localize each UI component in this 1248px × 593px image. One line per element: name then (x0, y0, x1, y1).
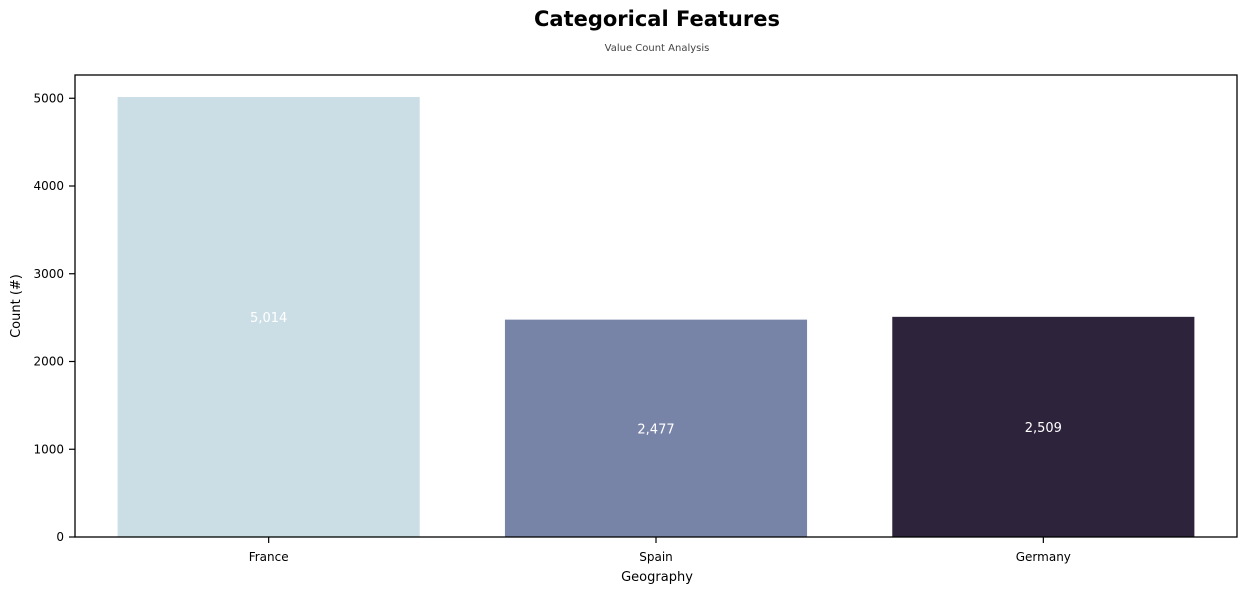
bar-france (117, 97, 420, 537)
y-tick-label: 5000 (33, 91, 64, 105)
x-tick-label: Germany (1016, 550, 1071, 564)
chart-title: Categorical Features (534, 7, 780, 31)
y-tick-label: 0 (56, 530, 64, 544)
y-tick-label: 2000 (33, 355, 64, 369)
x-tick-label: Spain (639, 550, 673, 564)
data-label-spain: 2,477 (637, 422, 674, 437)
y-tick-label: 3000 (33, 267, 64, 281)
x-axis-label: Geography (621, 570, 693, 585)
x-axis: France Spain Germany (249, 537, 1071, 564)
y-axis-label: Count (#) (9, 274, 24, 338)
x-tick-label: France (249, 550, 289, 564)
data-label-germany: 2,509 (1025, 421, 1062, 436)
y-tick-label: 4000 (33, 179, 64, 193)
bar-spain (504, 319, 808, 537)
chart-subtitle: Value Count Analysis (605, 43, 710, 54)
y-axis: 0 1000 2000 3000 4000 5000 (33, 91, 75, 544)
bars-group (117, 97, 1195, 537)
y-tick-label: 1000 (33, 442, 64, 456)
data-labels-group: 5,014 2,477 2,509 (250, 311, 1062, 437)
data-label-france: 5,014 (250, 311, 287, 326)
bar-germany (892, 316, 1195, 537)
